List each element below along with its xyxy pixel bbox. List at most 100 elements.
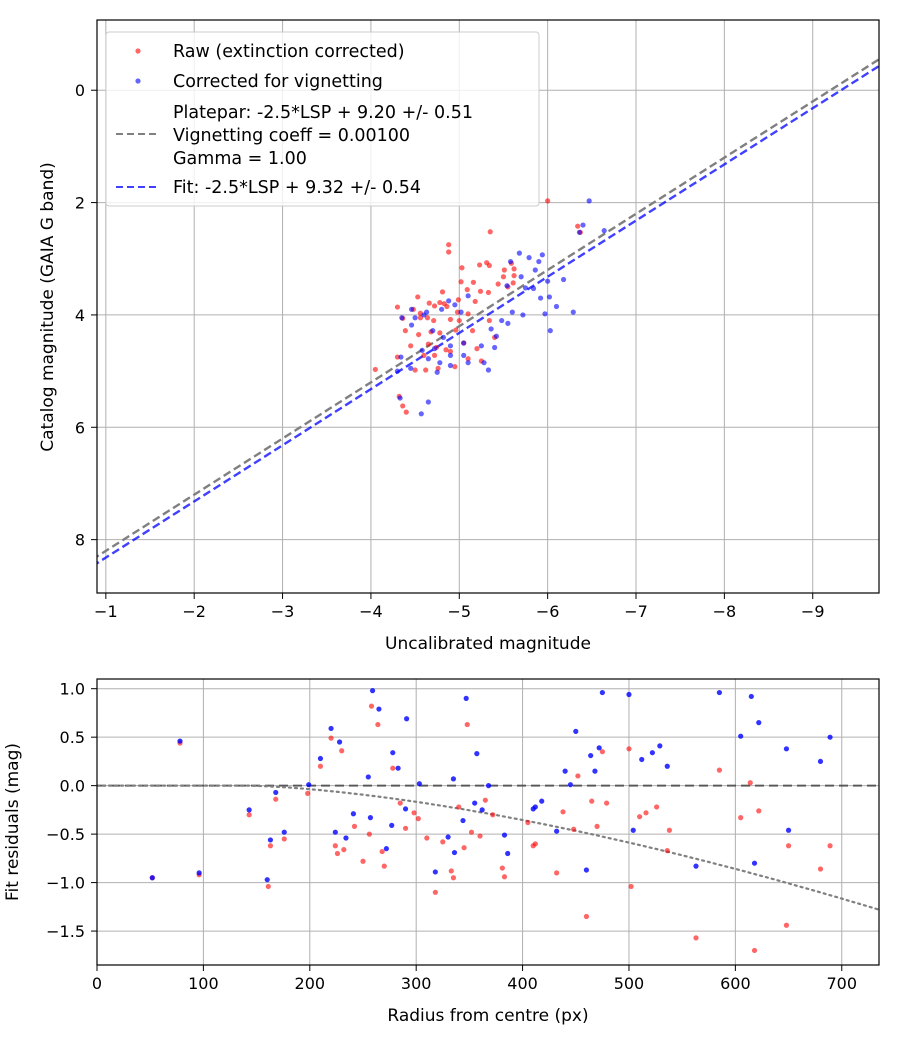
raw-star-point (447, 316, 454, 323)
residuals-y-tick-label: 0.5 (60, 728, 85, 747)
raw-star-point (446, 242, 452, 248)
raw-star-point (443, 347, 449, 353)
corrected-residual-point (460, 817, 466, 824)
corrected-star-point (601, 228, 607, 234)
raw-residual-point (756, 808, 762, 814)
raw-residual-point (432, 889, 438, 895)
corrected-star-point (532, 267, 538, 273)
corrected-residual-point (451, 849, 458, 856)
corrected-star-point (408, 322, 415, 328)
corrected-star-point (437, 360, 443, 366)
corrected-star-point (530, 285, 537, 292)
corrected-star-point (478, 343, 484, 349)
raw-residual-point (785, 843, 792, 849)
raw-residual-point (554, 870, 560, 876)
corrected-star-point (434, 369, 440, 375)
raw-residual-point (397, 800, 403, 806)
raw-star-point (511, 273, 517, 279)
raw-residual-point (693, 935, 699, 941)
corrected-residual-point (639, 756, 645, 763)
calibration-plot: −1 −2 −3 −4 −5 −6 −7 −8 −9 0 2 4 6 8 Uncalibrated mag… (38, 19, 880, 654)
corrected-star-point (522, 285, 529, 291)
raw-residual-point (532, 841, 538, 847)
corrected-residual-point (554, 828, 560, 834)
raw-star-point (431, 352, 438, 358)
raw-star-point (465, 311, 471, 317)
residuals-x-tick-label: 500 (614, 974, 645, 993)
corrected-residual-point (149, 875, 155, 881)
raw-star-point (477, 288, 484, 294)
raw-residual-point (738, 815, 744, 821)
corrected-residual-point (317, 755, 324, 762)
raw-star-point (459, 265, 465, 271)
raw-star-point (408, 343, 414, 349)
raw-residual-point (827, 843, 833, 849)
raw-star-point (456, 317, 462, 324)
raw-residual-point (664, 848, 670, 854)
corrected-residual-point (390, 750, 396, 756)
raw-star-point (439, 289, 446, 295)
raw-residual-point (305, 790, 311, 797)
raw-star-point (486, 317, 492, 324)
raw-residual-point (482, 797, 488, 803)
raw-residual-point (571, 826, 577, 832)
raw-star-point (372, 366, 378, 373)
raw-star-point (426, 300, 432, 306)
corrected-star-point (542, 311, 548, 317)
calibration-x-tick-label: −7 (624, 602, 648, 621)
corrected-star-point (430, 328, 436, 334)
raw-residual-point (599, 749, 605, 755)
calibration-x-axis-label: Uncalibrated magnitude (385, 634, 591, 654)
corrected-star-point (425, 399, 431, 405)
corrected-star-point (425, 356, 431, 362)
corrected-star-point (465, 293, 471, 299)
calibration-x-tick-label: −1 (94, 602, 118, 621)
raw-residual-point (604, 800, 610, 806)
corrected-star-point (492, 344, 498, 351)
raw-star-point (423, 367, 429, 373)
raw-star-point (444, 303, 450, 310)
raw-residual-point (716, 767, 723, 773)
corrected-star-point (398, 354, 404, 360)
raw-residual-point (339, 748, 345, 754)
residuals-x-axis-label: Radius from centre (px) (387, 1006, 588, 1026)
corrected-star-point (481, 360, 487, 366)
raw-star-point (400, 403, 406, 409)
corrected-residual-point (751, 860, 758, 866)
residuals-x-tick-label: 0 (92, 974, 102, 993)
corrected-residual-point (539, 798, 545, 804)
corrected-star-point (461, 340, 467, 346)
corrected-star-point (586, 198, 592, 204)
raw-residual-point (560, 809, 566, 815)
raw-star-point (394, 304, 401, 310)
corrected-star-point (493, 333, 499, 339)
calibration-y-tick-label: 4 (75, 306, 85, 325)
raw-star-point (545, 198, 551, 204)
raw-star-point (415, 294, 421, 300)
residuals-y-tick-label: −1.5 (46, 922, 85, 941)
corrected-star-point (488, 326, 494, 332)
raw-residual-point (332, 843, 338, 849)
raw-residual-point (654, 804, 660, 810)
raw-residual-point (448, 868, 454, 874)
corrected-star-point (447, 362, 454, 369)
corrected-star-point (546, 294, 553, 300)
calibration-x-tick-label: −4 (359, 602, 383, 621)
residuals-y-tick-label: 0.0 (60, 777, 85, 796)
corrected-residual-point (693, 863, 699, 869)
residuals-y-tick-label: 1.0 (60, 680, 85, 699)
corrected-residual-point (785, 827, 792, 833)
raw-star-point (437, 299, 443, 306)
residuals-x-tick-label: 400 (507, 974, 538, 993)
corrected-star-point (418, 411, 424, 417)
corrected-residual-point (626, 691, 632, 698)
legend-corrected-marker (135, 78, 141, 84)
corrected-residual-point (573, 728, 579, 734)
calibration-x-tick-label: −8 (713, 602, 737, 621)
corrected-residual-point (365, 774, 371, 780)
corrected-star-point (560, 276, 567, 283)
raw-residual-point (351, 823, 358, 829)
calibration-x-tick-label: −3 (271, 602, 295, 621)
corrected-star-point (446, 298, 452, 304)
